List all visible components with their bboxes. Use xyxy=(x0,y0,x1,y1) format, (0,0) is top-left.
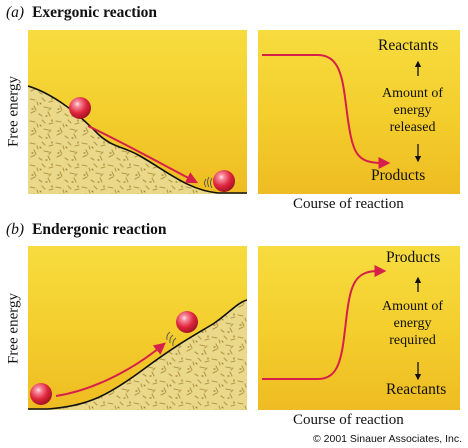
part-a-ball-end xyxy=(213,170,235,192)
part-b-x-axis-label: Course of reaction xyxy=(293,412,404,428)
part-b-amount-line-3: required xyxy=(389,333,436,348)
part-a-bottom-label: Products xyxy=(371,167,426,184)
copyright-notice: © 2001 Sinauer Associates, Inc. xyxy=(313,433,462,445)
part-b-ball-start xyxy=(30,383,52,405)
part-b-energy-curve xyxy=(262,265,387,380)
part-b-energy-svg xyxy=(262,265,422,381)
part-b-top-label: Products xyxy=(386,249,441,266)
part-a-hill xyxy=(28,86,247,194)
part-b-amount-label: Amount of energy required xyxy=(382,298,443,349)
part-a-title: Exergonic reaction xyxy=(32,4,158,21)
part-b-red-arrow xyxy=(55,342,166,397)
part-b-heading: (b) Endergonic reaction xyxy=(6,221,167,239)
part-b-letter: (b) xyxy=(6,221,25,238)
part-b-motion-lines xyxy=(166,331,177,347)
part-b-hill-panel xyxy=(28,246,247,410)
part-a-x-axis-label: Course of reaction xyxy=(293,196,404,212)
part-a-left-y-axis-label: Free energy xyxy=(5,76,22,147)
part-b-hill-outline xyxy=(28,299,247,410)
part-a-amount-label: Amount of energy released xyxy=(382,85,443,136)
part-b-ball-end xyxy=(176,311,198,333)
part-a-amount-line-2: energy xyxy=(393,103,432,118)
part-b-hill xyxy=(28,300,247,410)
part-b-y-axis-label: Free energy xyxy=(5,293,22,364)
part-a-top-label: Reactants xyxy=(378,37,439,54)
part-b-title: Endergonic reaction xyxy=(32,221,167,238)
part-a-amount-line-1: Amount of xyxy=(382,86,444,101)
part-b-energy-panel xyxy=(258,246,460,410)
part-a-red-arrow xyxy=(87,125,199,184)
part-a-amount-line-3: released xyxy=(389,120,436,135)
part-b-amount-line-1: Amount of xyxy=(382,299,444,314)
part-a-heading: (a) Exergonic reaction xyxy=(6,4,157,22)
part-a-hill-outline xyxy=(28,85,247,194)
part-a-hill-svg xyxy=(28,85,247,194)
part-b-amount-line-2: energy xyxy=(393,316,432,331)
part-a-energy-panel xyxy=(258,30,460,194)
part-b-hill-svg xyxy=(28,299,247,410)
part-a-letter: (a) xyxy=(6,4,25,21)
part-a-motion-lines xyxy=(204,176,213,189)
part-b-bottom-label: Reactants xyxy=(386,381,447,398)
part-a-energy-curve xyxy=(262,54,391,169)
part-a-hill-panel xyxy=(28,30,247,194)
part-a-energy-svg xyxy=(262,54,422,169)
part-a-ball-start xyxy=(69,97,91,119)
